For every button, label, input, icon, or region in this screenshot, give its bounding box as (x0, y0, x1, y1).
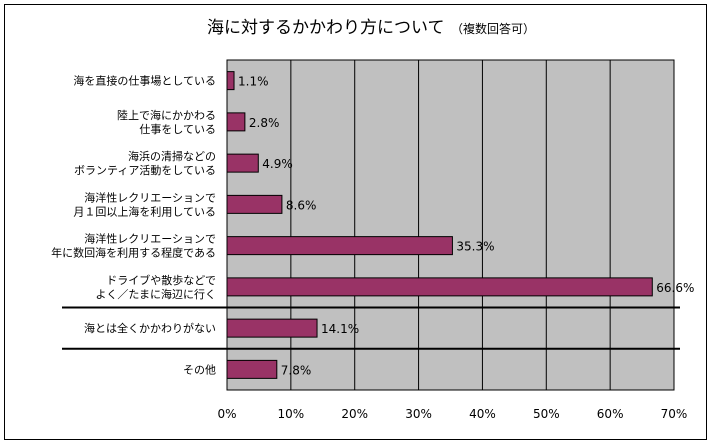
value-label: 8.6% (286, 198, 317, 212)
category-label: 陸上で海にかかわる (117, 108, 216, 122)
category-label: 月１回以上海を利用している (73, 204, 216, 218)
bar (226, 236, 453, 256)
category-label: 仕事をしている (139, 123, 216, 136)
category-label: 海とは全くかかわりがない (84, 321, 216, 335)
chart-title-main: 海に対するかかわり方について (207, 18, 445, 38)
x-tick-label: 0% (217, 407, 236, 421)
category-label: 海を直接の仕事場としている (73, 74, 216, 88)
value-label: 4.9% (262, 157, 293, 171)
bar (226, 359, 278, 379)
bar (226, 277, 653, 297)
separator-lines (62, 306, 680, 350)
bar (226, 112, 246, 132)
bar (226, 153, 259, 173)
bar (226, 194, 283, 214)
category-label: 海洋性レクリエーションで (84, 232, 216, 246)
category-label: 海浜の清掃などの (128, 149, 216, 163)
value-label: 1.1% (238, 75, 269, 89)
value-label: 2.8% (249, 116, 280, 130)
bars (226, 71, 653, 379)
category-label: ドライブや散歩などで (106, 273, 216, 287)
category-label: よく／たまに海辺に行く (95, 287, 216, 301)
value-label: 35.3% (456, 240, 494, 254)
x-tick-label: 20% (341, 407, 368, 421)
plot-area (226, 59, 675, 391)
category-label: 年に数回海を利用する程度である (51, 246, 216, 260)
x-tick-label: 70% (661, 407, 688, 421)
category-label: 海洋性レクリエーションで (84, 190, 216, 204)
x-tick-label: 40% (469, 407, 496, 421)
x-tick-labels: 0% 10% 20% 30% 40% 50% 60% 70% (217, 407, 687, 421)
chart-title-sub: （複数回答可） (451, 21, 535, 36)
bar (226, 71, 235, 91)
category-label: その他 (183, 363, 216, 376)
value-label: 7.8% (281, 363, 312, 377)
value-label: 66.6% (656, 281, 694, 295)
x-tick-label: 60% (597, 407, 624, 421)
x-tick-label: 50% (533, 407, 560, 421)
bar (226, 318, 318, 338)
x-tick-label: 10% (278, 407, 305, 421)
value-label: 14.1% (321, 322, 359, 336)
chart-title: 海に対するかかわり方について （複数回答可） (207, 18, 535, 38)
value-labels: 1.1% 2.8% 4.9% 8.6% 35.3% 66.6% 14.1% 7.8% (238, 75, 694, 378)
x-tick-label: 30% (405, 407, 432, 421)
category-labels: 海を直接の仕事場としている陸上で海にかかわる仕事をしている海浜の清掃などのボラン… (51, 74, 216, 377)
category-label: ボランティア活動をしている (74, 163, 216, 177)
